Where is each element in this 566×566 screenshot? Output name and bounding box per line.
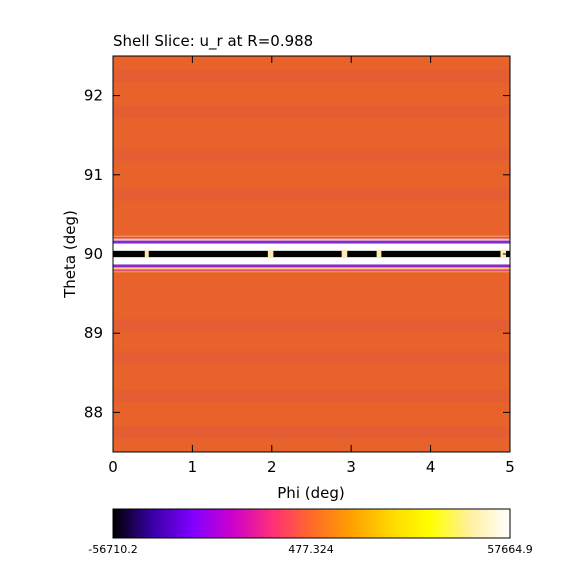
heatmap-plot-area — [113, 56, 510, 452]
feature-purple-edge-bottom — [113, 264, 510, 268]
feature-purple-edge-top — [113, 240, 510, 244]
colorbar-mid-label: 477.324 — [288, 543, 334, 556]
equatorial-feature — [113, 235, 510, 273]
heatmap-band — [113, 105, 510, 118]
x-tick-label: 5 — [505, 458, 515, 476]
heatmap-band — [113, 319, 510, 332]
y-tick-label: 90 — [84, 245, 103, 263]
feature-magenta-edge-top — [113, 236, 510, 239]
y-tick-label: 89 — [84, 324, 103, 342]
feature-dark-core — [113, 250, 510, 258]
y-tick-label: 92 — [84, 87, 103, 105]
x-tick-label: 1 — [188, 458, 198, 476]
colorbar-min-label: -56710.2 — [88, 543, 137, 556]
heatmap-bands — [113, 69, 510, 439]
x-tick-label: 0 — [108, 458, 118, 476]
x-tick-label: 4 — [426, 458, 436, 476]
feature-core-gap — [144, 249, 149, 259]
heatmap-band — [113, 188, 510, 201]
feature-core-gap — [267, 249, 274, 259]
y-tick-label: 88 — [84, 403, 103, 421]
chart-title: Shell Slice: u_r at R=0.988 — [113, 32, 313, 51]
feature-magenta-edge-bottom — [113, 269, 510, 272]
feature-core-gap — [376, 249, 382, 259]
y-tick-label: 91 — [84, 166, 103, 184]
x-tick-label: 2 — [267, 458, 277, 476]
heatmap-band — [113, 390, 510, 403]
heatmap-band — [113, 149, 510, 161]
feature-core-gap — [341, 249, 348, 259]
x-axis-ticks: 0 1 2 3 4 5 — [108, 56, 515, 476]
y-axis-label: Theta (deg) — [61, 210, 79, 299]
heatmap-band — [113, 350, 510, 363]
x-tick-label: 3 — [346, 458, 356, 476]
colorbar — [112, 508, 511, 539]
heatmap-band — [113, 69, 510, 82]
y-axis-ticks: 88 89 90 91 92 — [84, 87, 510, 421]
x-axis-label: Phi (deg) — [277, 484, 344, 502]
colorbar-max-label: 57664.9 — [487, 543, 533, 556]
heatmap-band — [113, 426, 510, 439]
